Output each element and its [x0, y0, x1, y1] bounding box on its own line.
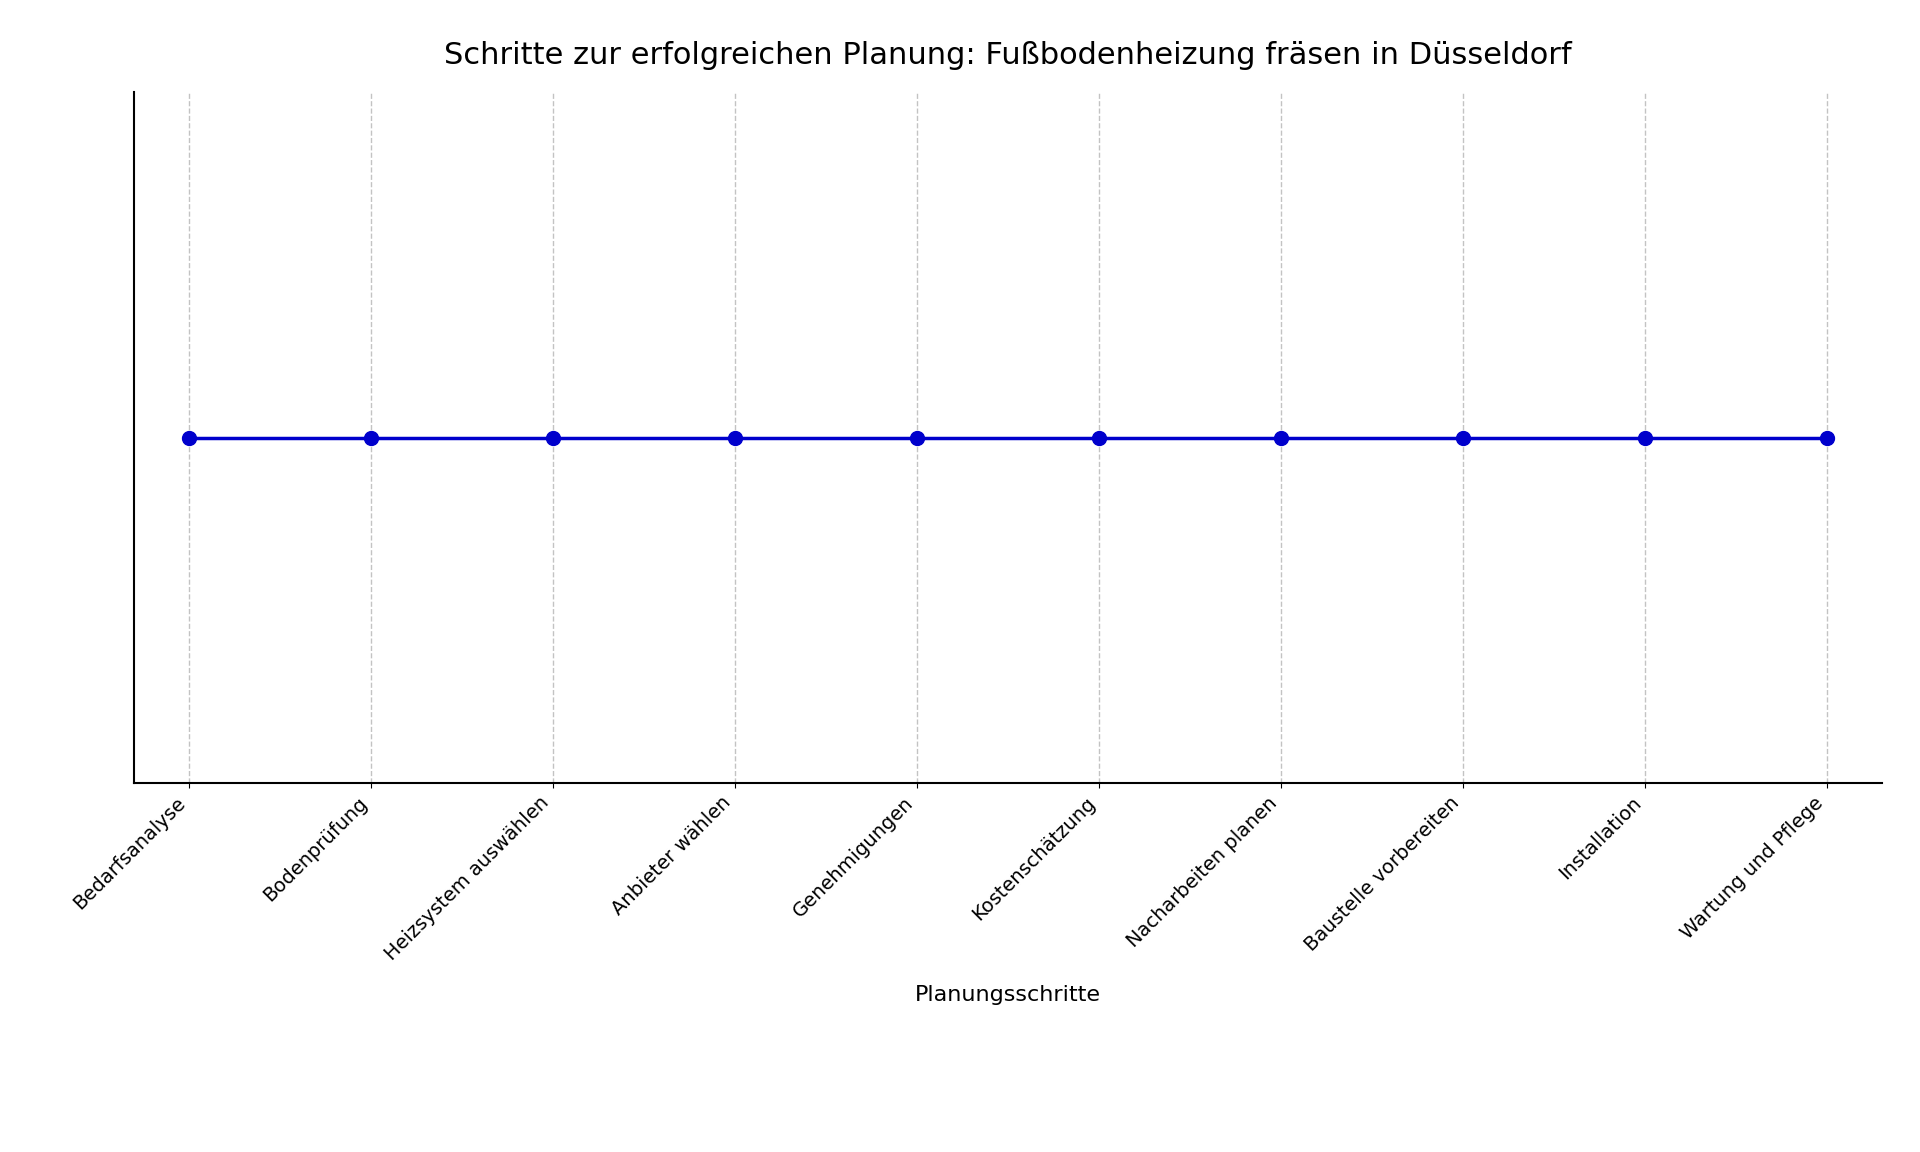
Title: Schritte zur erfolgreichen Planung: Fußbodenheizung fräsen in Düsseldorf: Schritte zur erfolgreichen Planung: Fußb… — [444, 41, 1572, 70]
X-axis label: Planungsschritte: Planungsschritte — [916, 985, 1100, 1005]
